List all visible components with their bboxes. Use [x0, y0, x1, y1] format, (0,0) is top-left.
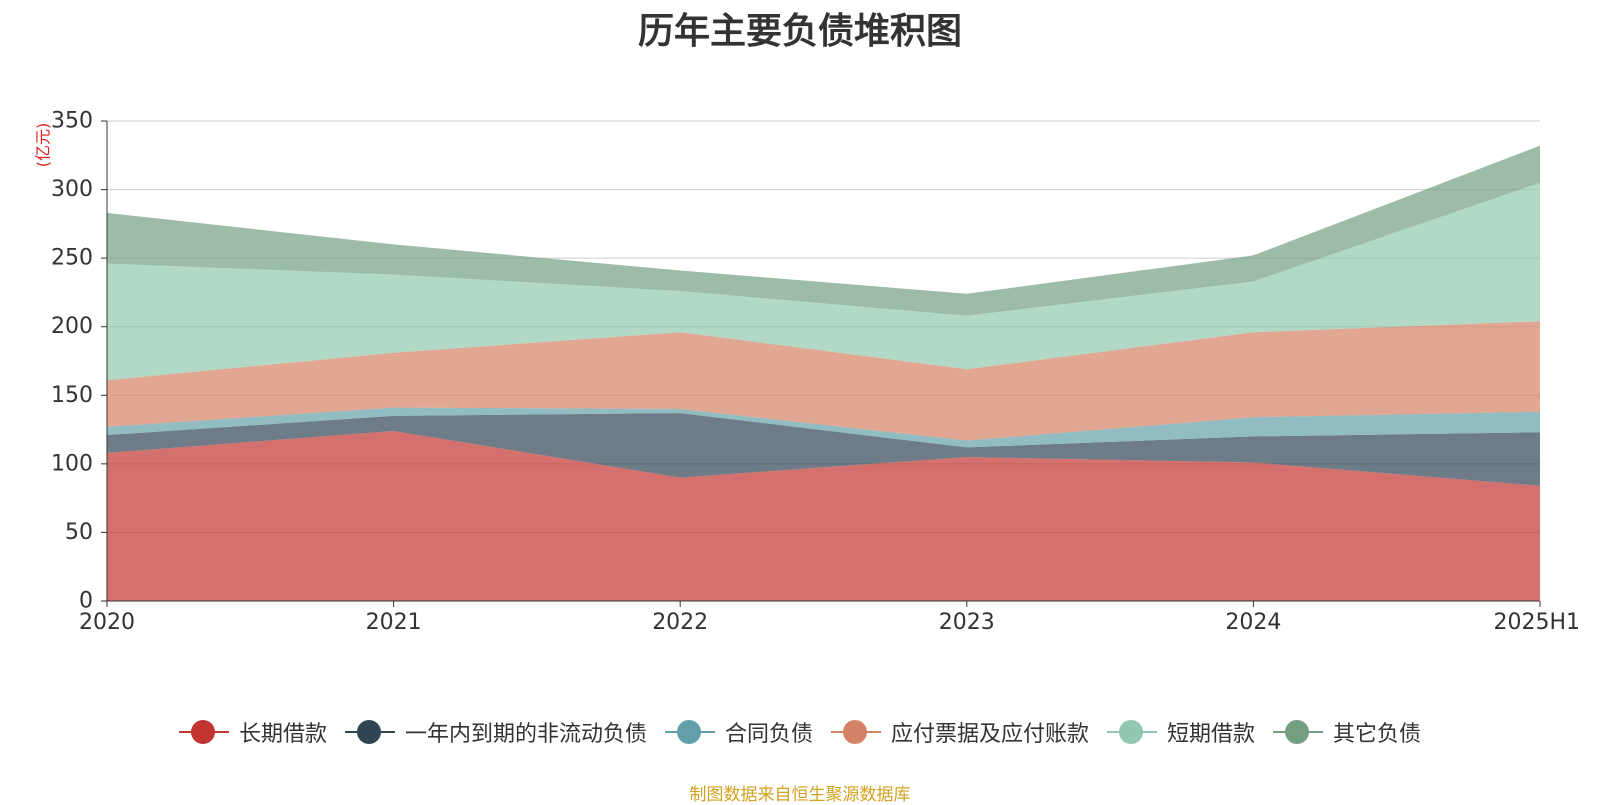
chart-title: 历年主要负债堆积图 [637, 11, 962, 52]
legend-label: 一年内到期的非流动负债 [404, 722, 647, 747]
legend-item[interactable]: 合同负债 [664, 716, 813, 748]
x-tick-label: 2022 [652, 610, 708, 635]
x-tick-label: 2025H1 [1493, 610, 1580, 635]
x-tick-label: 2021 [366, 610, 422, 635]
area-series-5 [107, 145, 1540, 316]
legend-label: 合同负债 [724, 722, 813, 747]
area-series-0 [107, 430, 1540, 601]
y-tick-label: 300 [51, 177, 93, 202]
legend-swatch-icon [344, 719, 395, 745]
area-series-4 [107, 182, 1540, 381]
y-tick-label: 0 [79, 589, 93, 614]
area-series-1 [107, 413, 1540, 486]
legend-label: 长期借款 [238, 722, 327, 747]
legend-label: 应付票据及应付账款 [891, 722, 1090, 747]
legend-swatch-icon [1273, 719, 1324, 745]
x-tick-label: 2024 [1225, 610, 1281, 635]
axes: 0 50 100 150 200 250 300 350 2020 2021 2022 2023 202… [51, 109, 1580, 636]
y-tick-label: 100 [51, 451, 93, 476]
legend-swatch-icon [1107, 719, 1158, 745]
y-axis-label: (亿元) [34, 123, 53, 168]
x-tick-label: 2020 [79, 610, 135, 635]
x-tick-label: 2023 [939, 610, 995, 635]
legend-swatch-icon [831, 719, 881, 745]
legend-label: 短期借款 [1167, 722, 1256, 747]
source-note: 制图数据来自恒生聚源数据库 [689, 785, 911, 805]
y-tick-label: 250 [51, 246, 93, 271]
legend-item[interactable]: 一年内到期的非流动负债 [344, 716, 647, 748]
area-series [107, 145, 1540, 601]
legend-item[interactable]: 应付票据及应付账款 [831, 716, 1089, 748]
y-tick-label: 50 [65, 520, 93, 545]
legend-label: 其它负债 [1333, 722, 1422, 747]
legend-swatch-icon [178, 719, 229, 745]
area-series-3 [107, 321, 1540, 441]
legend-item[interactable]: 其它负债 [1273, 716, 1421, 748]
legend-item[interactable]: 长期借款 [178, 716, 327, 748]
area-series-2 [107, 407, 1540, 448]
legend-item[interactable]: 短期借款 [1107, 716, 1255, 748]
legend-swatch-icon [664, 719, 715, 745]
legend: 长期借款 一年内到期的非流动负债 合同负债 应付票据及应付账款 短期借款 其它负债 [0, 716, 1600, 748]
y-tick-label: 200 [51, 314, 93, 339]
y-tick-label: 150 [51, 383, 93, 408]
y-tick-label: 350 [51, 109, 93, 134]
